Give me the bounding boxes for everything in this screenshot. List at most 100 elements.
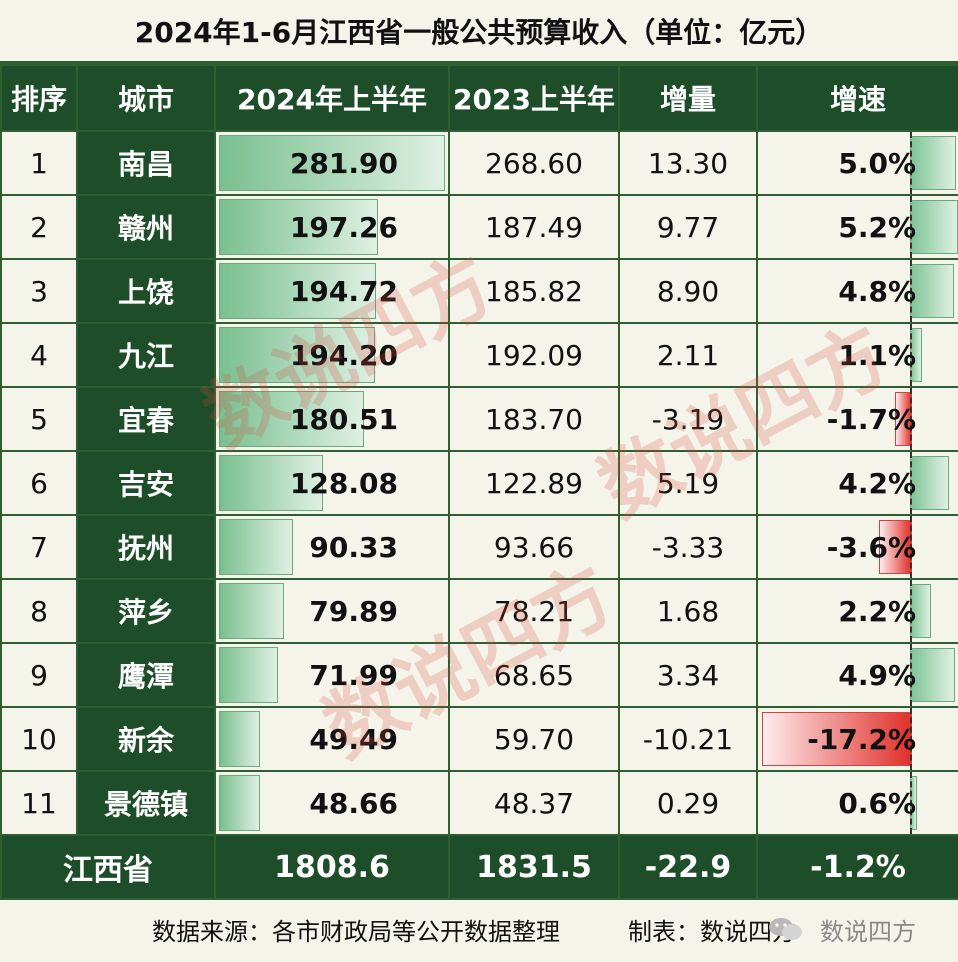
growth-label: 2.2% xyxy=(838,594,916,628)
value-2024-cell: 194.72 xyxy=(214,258,450,324)
value-2024-cell: 71.99 xyxy=(214,642,450,708)
value-2024-label: 128.08 xyxy=(289,466,398,500)
value-2024-bar xyxy=(219,391,365,447)
value-2024-bar xyxy=(219,327,376,383)
growth-cell: 4.9% xyxy=(756,642,958,708)
value-2024-label: 49.49 xyxy=(309,722,398,756)
city-cell: 抚州 xyxy=(76,514,216,580)
city-cell: 吉安 xyxy=(76,450,216,516)
table-maker: 制表：数说四方 xyxy=(628,917,796,946)
total-delta: -22.9 xyxy=(618,834,758,900)
growth-zero-axis xyxy=(910,133,912,193)
brand-name: 数说四方 xyxy=(820,917,916,946)
budget-table: 排序 城市 2024年上半年 2023上半年 增量 增速 1 南昌 281.90 26… xyxy=(0,64,958,900)
value-2024-bar xyxy=(219,583,285,639)
growth-zero-axis xyxy=(910,517,912,577)
value-2024-bar xyxy=(219,519,293,575)
rank-cell: 2 xyxy=(0,194,78,260)
growth-zero-axis xyxy=(910,773,912,833)
value-2023-cell: 48.37 xyxy=(448,770,620,836)
value-2024-cell: 197.26 xyxy=(214,194,450,260)
total-2024: 1808.6 xyxy=(214,834,450,900)
value-2023-cell: 93.66 xyxy=(448,514,620,580)
value-2023-cell: 185.82 xyxy=(448,258,620,324)
rank-cell: 9 xyxy=(0,642,78,708)
rank-cell: 7 xyxy=(0,514,78,580)
value-2024-label: 194.20 xyxy=(289,338,398,372)
table-row: 9 鹰潭 71.99 68.65 3.34 4.9% xyxy=(0,642,958,708)
value-2024-bar xyxy=(219,647,279,703)
value-2024-bar xyxy=(219,135,445,191)
value-2024-cell: 194.20 xyxy=(214,322,450,388)
value-2024-label: 79.89 xyxy=(309,594,398,628)
growth-bar-negative xyxy=(762,712,912,766)
growth-cell: -3.6% xyxy=(756,514,958,580)
growth-zero-axis xyxy=(910,645,912,705)
data-source: 数据来源：各市财政局等公开数据整理 xyxy=(152,917,560,946)
value-2024-cell: 128.08 xyxy=(214,450,450,516)
header-delta: 增量 xyxy=(618,64,758,132)
rank-cell: 4 xyxy=(0,322,78,388)
value-2024-label: 197.26 xyxy=(289,210,398,244)
table-row: 1 南昌 281.90 268.60 13.30 5.0% xyxy=(0,130,958,196)
delta-cell: 1.68 xyxy=(618,578,758,644)
wechat-icon xyxy=(769,918,802,940)
table-title: 2024年1-6月江西省一般公共预算收入（单位：亿元） xyxy=(0,0,958,64)
delta-cell: 13.30 xyxy=(618,130,758,196)
growth-label: -17.2% xyxy=(807,722,916,756)
growth-label: 4.9% xyxy=(838,658,916,692)
table-row: 2 赣州 197.26 187.49 9.77 5.2% xyxy=(0,194,958,260)
value-2023-cell: 192.09 xyxy=(448,322,620,388)
growth-bar-positive xyxy=(910,200,957,254)
city-cell: 赣州 xyxy=(76,194,216,260)
table-row: 6 吉安 128.08 122.89 5.19 4.2% xyxy=(0,450,958,516)
delta-cell: -3.33 xyxy=(618,514,758,580)
table-row: 8 萍乡 79.89 78.21 1.68 2.2% xyxy=(0,578,958,644)
table-row: 7 抚州 90.33 93.66 -3.33 -3.6% xyxy=(0,514,958,580)
city-cell: 宜春 xyxy=(76,386,216,452)
value-2024-label: 90.33 xyxy=(309,530,398,564)
table-row: 5 宜春 180.51 183.70 -3.19 -1.7% xyxy=(0,386,958,452)
table-row: 11 景德镇 48.66 48.37 0.29 0.6% xyxy=(0,770,958,836)
value-2024-bar xyxy=(219,711,261,767)
delta-cell: -10.21 xyxy=(618,706,758,772)
value-2024-label: 194.72 xyxy=(289,274,398,308)
growth-cell: 4.2% xyxy=(756,450,958,516)
delta-cell: 8.90 xyxy=(618,258,758,324)
city-cell: 景德镇 xyxy=(76,770,216,836)
city-cell: 萍乡 xyxy=(76,578,216,644)
table-row: 10 新余 49.49 59.70 -10.21 -17.2% xyxy=(0,706,958,772)
table-row: 4 九江 194.20 192.09 2.11 1.1% xyxy=(0,322,958,388)
value-2023-cell: 59.70 xyxy=(448,706,620,772)
growth-zero-axis xyxy=(910,453,912,513)
growth-cell: 4.8% xyxy=(756,258,958,324)
table-row: 3 上饶 194.72 185.82 8.90 4.8% xyxy=(0,258,958,324)
value-2024-label: 281.90 xyxy=(289,146,398,180)
value-2023-cell: 268.60 xyxy=(448,130,620,196)
value-2024-label: 48.66 xyxy=(309,786,398,820)
city-cell: 鹰潭 xyxy=(76,642,216,708)
growth-label: 5.0% xyxy=(838,146,916,180)
total-row: 江西省 1808.6 1831.5 -22.9 -1.2% xyxy=(0,834,958,900)
growth-label: -1.7% xyxy=(826,402,916,436)
rank-cell: 3 xyxy=(0,258,78,324)
growth-zero-axis xyxy=(910,197,912,257)
growth-cell: 1.1% xyxy=(756,322,958,388)
value-2023-cell: 183.70 xyxy=(448,386,620,452)
growth-cell: 5.0% xyxy=(756,130,958,196)
value-2024-bar xyxy=(219,455,323,511)
rank-cell: 1 xyxy=(0,130,78,196)
growth-zero-axis xyxy=(910,581,912,641)
value-2023-cell: 187.49 xyxy=(448,194,620,260)
growth-cell: 2.2% xyxy=(756,578,958,644)
growth-zero-axis xyxy=(910,261,912,321)
total-label: 江西省 xyxy=(0,834,216,900)
footer: 数据来源：各市财政局等公开数据整理 制表：数说四方 数说四方 xyxy=(0,896,958,962)
growth-bar-positive xyxy=(910,648,956,702)
value-2024-cell: 79.89 xyxy=(214,578,450,644)
city-cell: 新余 xyxy=(76,706,216,772)
growth-zero-axis xyxy=(910,709,912,769)
value-2024-label: 71.99 xyxy=(309,658,398,692)
value-2024-bar xyxy=(219,263,376,319)
value-2024-bar xyxy=(219,199,378,255)
